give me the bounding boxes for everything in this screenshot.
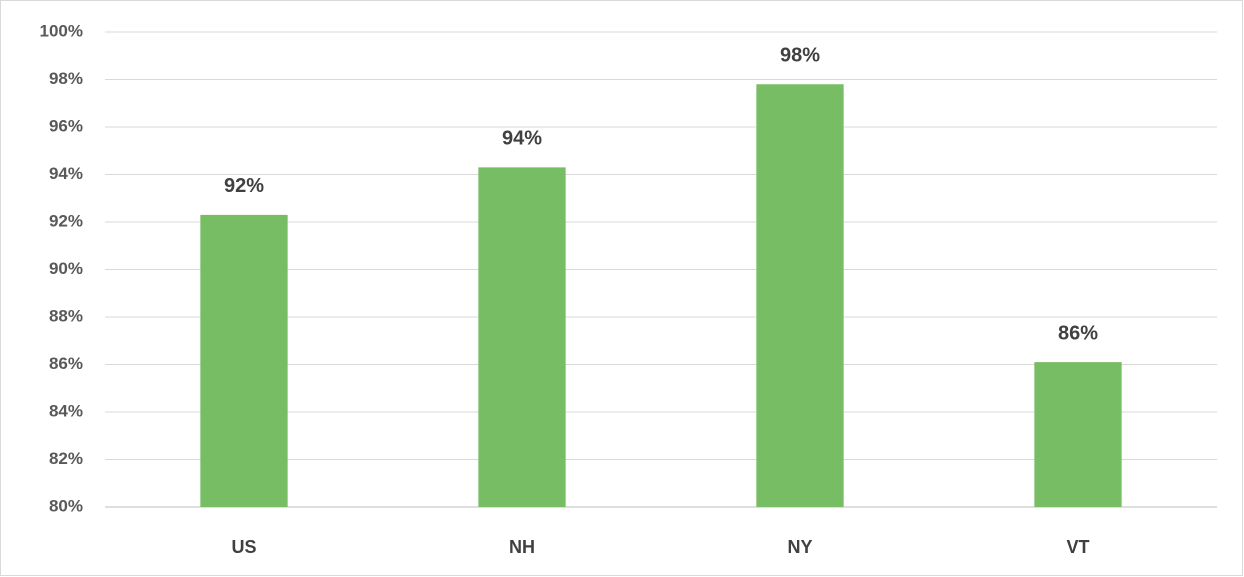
y-tick-label: 96% bbox=[49, 116, 83, 135]
bar bbox=[1034, 362, 1122, 507]
y-tick-label: 90% bbox=[49, 259, 83, 278]
x-tick-label: NH bbox=[509, 537, 535, 557]
x-tick-label: NY bbox=[787, 537, 812, 557]
value-label: 86% bbox=[1058, 322, 1098, 344]
bar bbox=[478, 167, 566, 507]
y-tick-label: 92% bbox=[49, 211, 83, 230]
value-label: 98% bbox=[780, 45, 820, 67]
y-tick-label: 86% bbox=[49, 354, 83, 373]
x-tick-label: VT bbox=[1066, 537, 1089, 557]
value-label: 94% bbox=[502, 128, 542, 150]
bar bbox=[200, 214, 288, 507]
y-tick-label: 84% bbox=[49, 401, 83, 420]
y-tick-label: 100% bbox=[40, 21, 83, 40]
y-tick-label: 82% bbox=[49, 449, 83, 468]
y-tick-label: 80% bbox=[49, 496, 83, 515]
x-tick-label: US bbox=[231, 537, 256, 557]
y-tick-label: 98% bbox=[49, 69, 83, 88]
bar bbox=[756, 84, 844, 507]
y-tick-label: 88% bbox=[49, 306, 83, 325]
y-tick-label: 94% bbox=[49, 164, 83, 183]
value-label: 92% bbox=[224, 175, 264, 197]
